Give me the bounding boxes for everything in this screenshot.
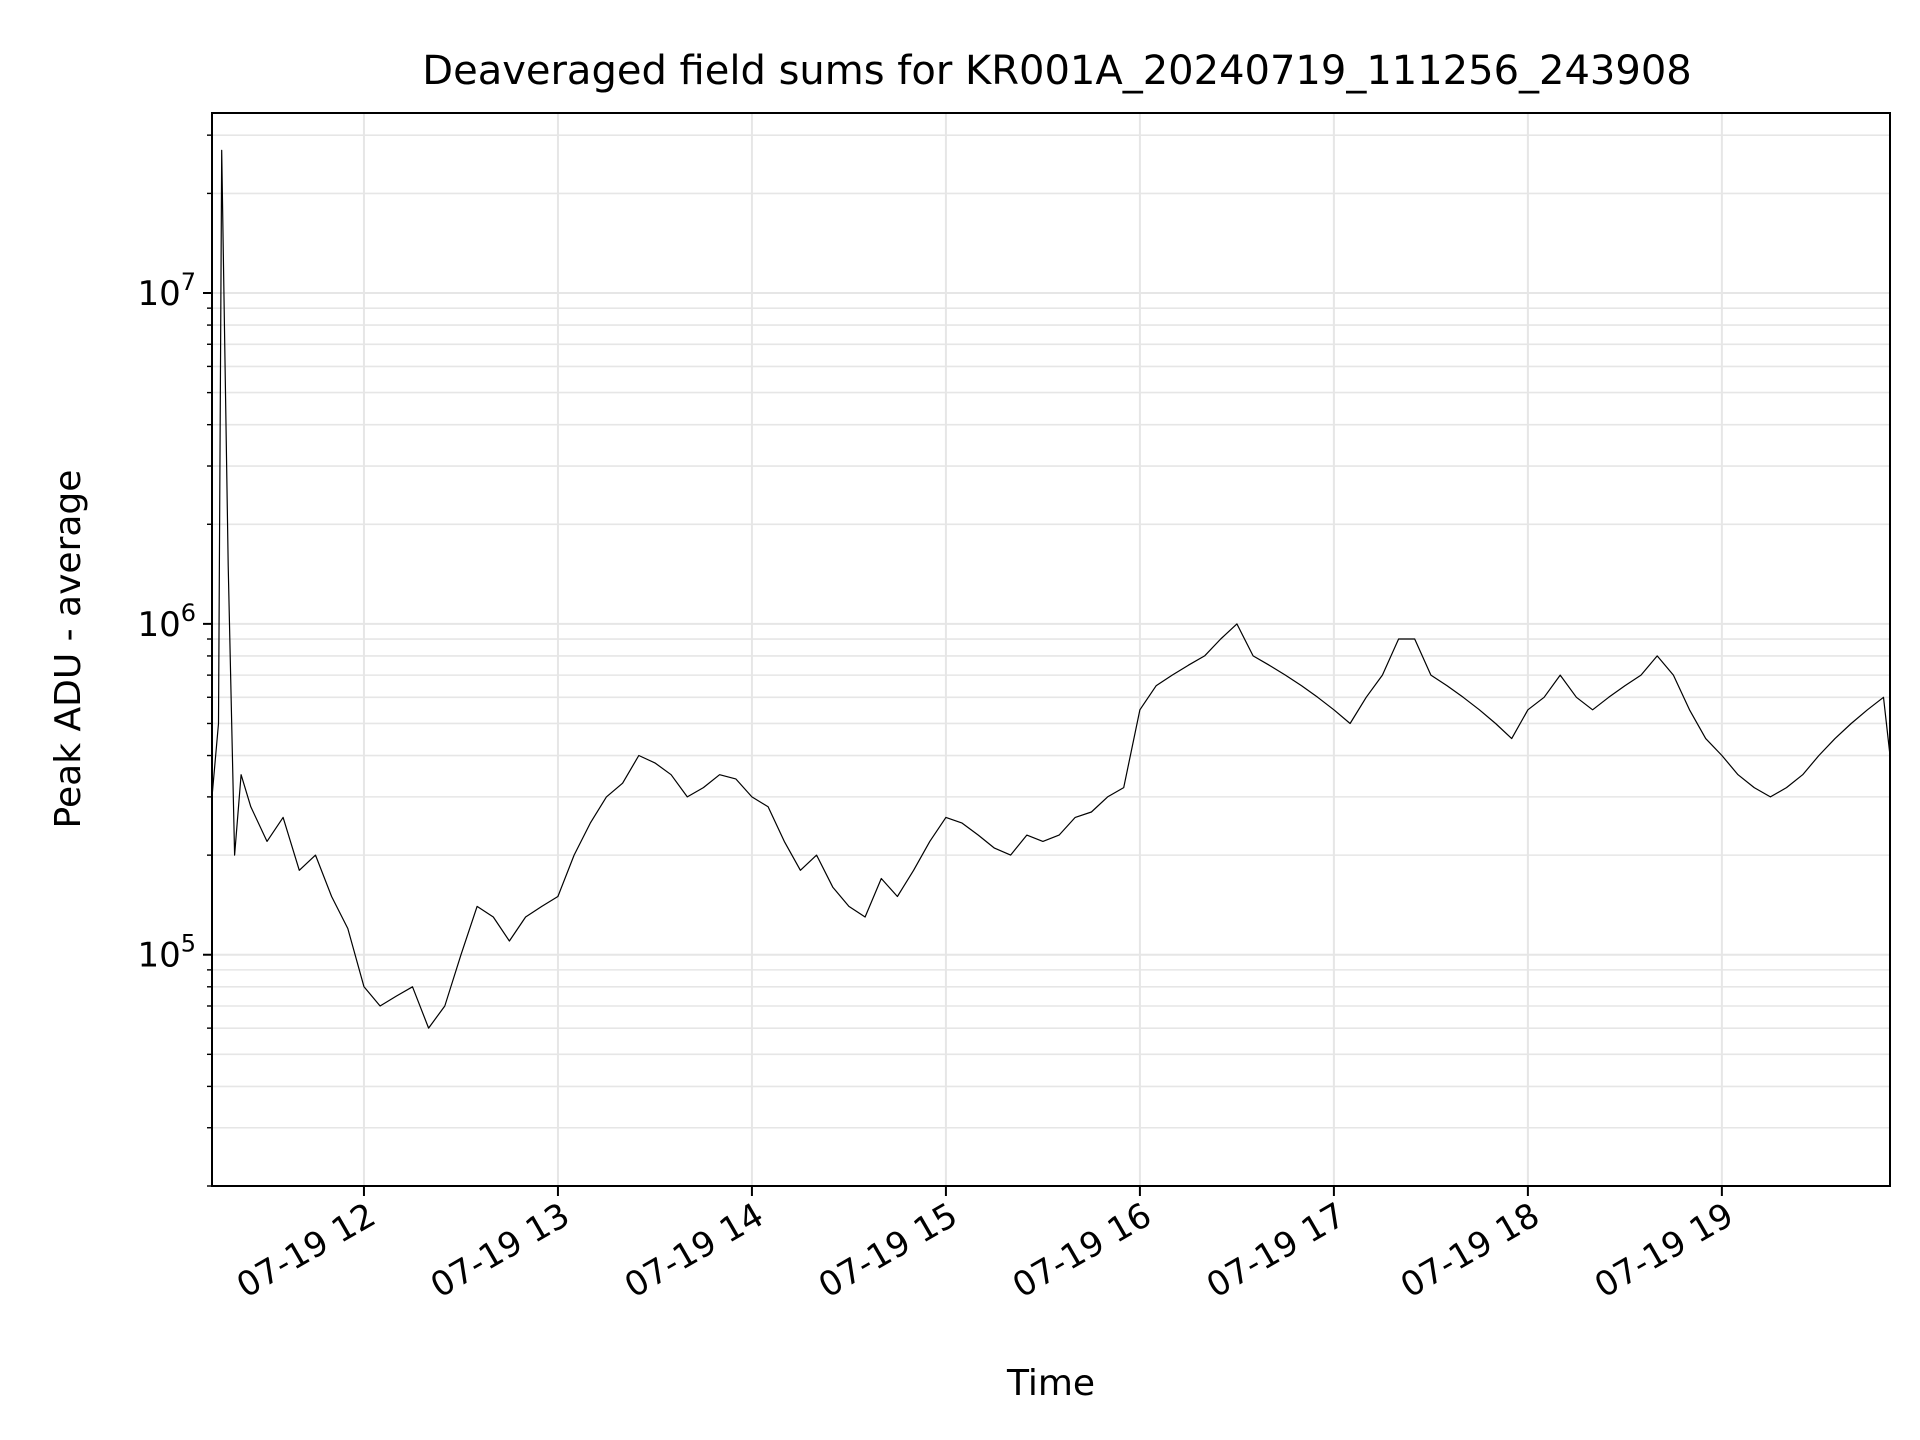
y-axis-label: Peak ADU - average	[48, 470, 89, 829]
plot-area	[211, 112, 1891, 1187]
y-tick-label: 106	[137, 599, 196, 645]
y-tick-label: 105	[137, 930, 196, 976]
y-tick-label: 107	[137, 268, 196, 314]
series-line	[211, 149, 1891, 1029]
x-axis-label: Time	[1006, 1363, 1095, 1404]
y-axis: 105 106 107	[137, 134, 212, 1187]
chart-title: Deaveraged field sums for KR001A_2024071…	[422, 48, 1691, 94]
grid-layer	[212, 113, 1890, 1187]
plot-frame	[211, 112, 1891, 1187]
